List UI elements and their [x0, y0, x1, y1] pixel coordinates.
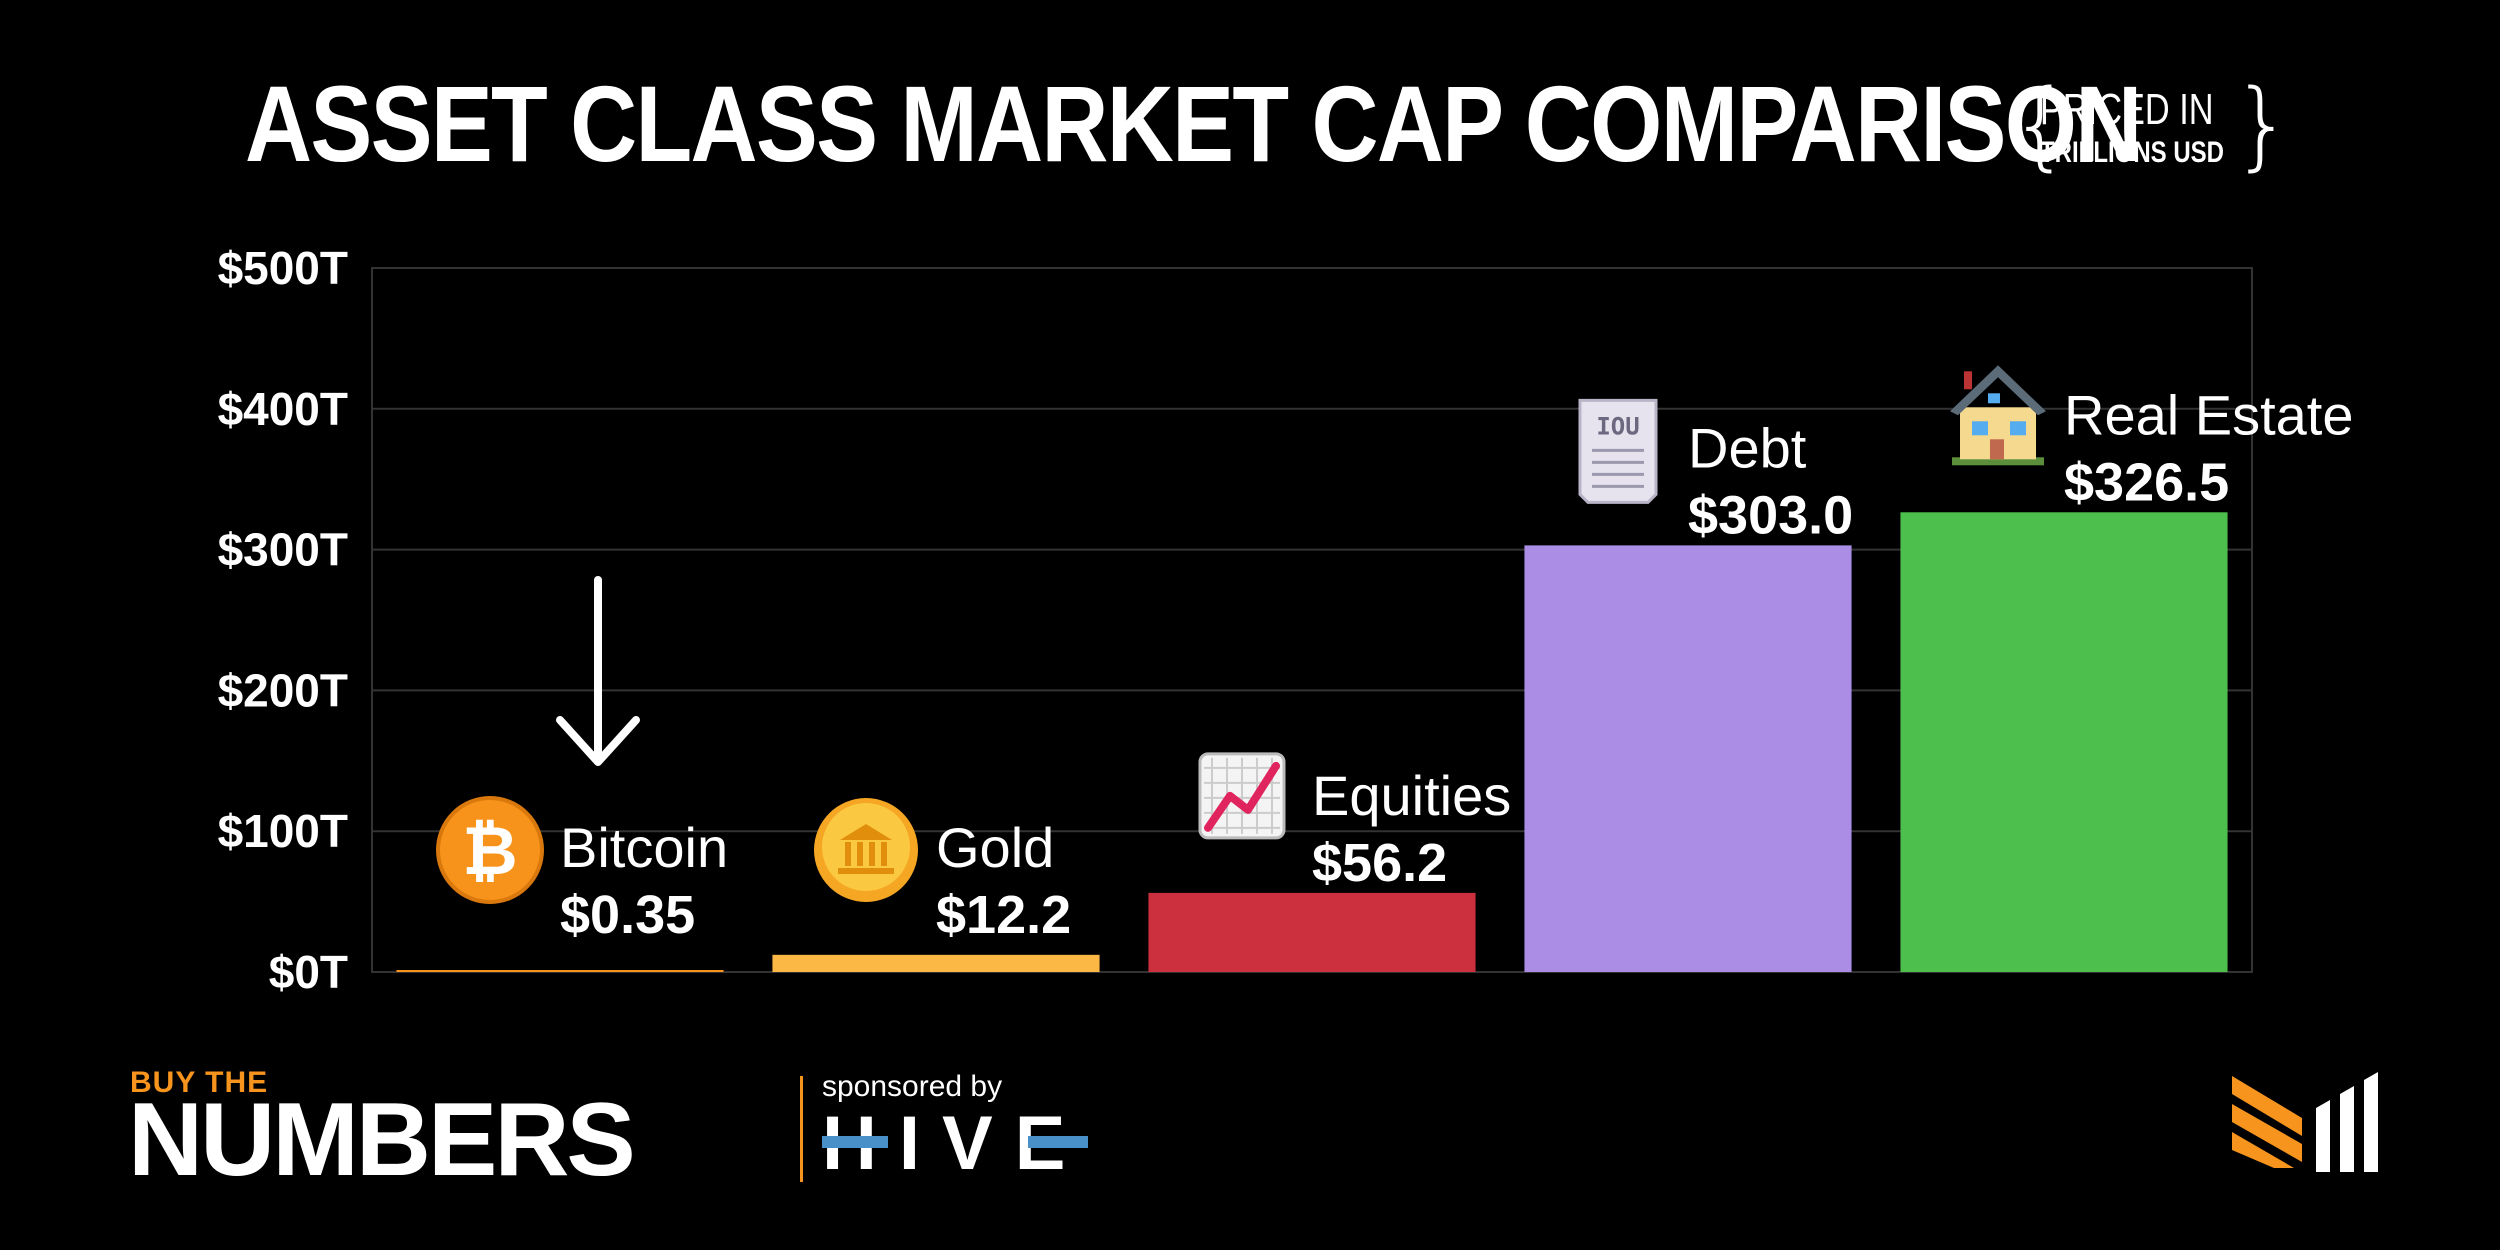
left-brace: { — [2010, 69, 2072, 181]
y-tick-label: $100T — [218, 805, 348, 857]
receipt-icon: IOU — [1578, 398, 1658, 504]
brand-divider — [800, 1076, 803, 1182]
house-icon — [1950, 365, 2046, 466]
bar-label-group: ₿ Bitcoin$0.35 — [436, 796, 728, 945]
bar — [396, 970, 724, 972]
value-label: $326.5 — [2064, 452, 2229, 512]
y-tick-label: $300T — [218, 524, 348, 576]
category-label: Real Estate — [2064, 383, 2354, 446]
bitcoin-icon: ₿ — [436, 796, 544, 904]
bar — [772, 954, 1100, 972]
hive-logo-stripes — [822, 1136, 1088, 1148]
bar-label-group: IOU Debt$303.0 — [1578, 398, 1853, 545]
category-label: Equities — [1312, 764, 1511, 827]
bars — [396, 512, 2228, 972]
chart-title: ASSET CLASS MARKET CAP COMPARISON — [245, 63, 2142, 184]
units-note: { PRICED IN TRILLIONS USD } — [2010, 69, 2293, 181]
y-tick-label: $0T — [269, 946, 348, 998]
bar-label-group: Gold$12.2 — [814, 798, 1071, 945]
value-label: $303.0 — [1688, 485, 1853, 545]
category-label: Bitcoin — [560, 816, 728, 879]
value-label: $12.2 — [936, 885, 1071, 945]
bar-label-group: Equities$56.2 — [1198, 752, 1511, 893]
value-label: $0.35 — [560, 885, 695, 945]
chart-increasing-icon — [1198, 752, 1286, 840]
bar-chart: $0T $100T $200T $300T $400T $500T ₿ Bitcoin$0.… — [218, 242, 2354, 998]
y-tick-label: $400T — [218, 383, 348, 435]
bar — [1524, 545, 1852, 972]
svg-text:IOU: IOU — [1596, 412, 1639, 440]
down-arrow-icon — [556, 576, 640, 766]
category-label: Debt — [1688, 416, 1807, 479]
bar-labels: ₿ Bitcoin$0.35 Gold$12.2 Equities$56.2 IOU De… — [436, 365, 2354, 945]
corner-logo-icon — [2232, 1072, 2378, 1172]
sponsored-by-text: sponsored by — [822, 1070, 1003, 1103]
coin-icon — [814, 798, 918, 902]
units-note-line2: TRILLIONS USD — [2040, 136, 2224, 169]
brand-buy-the: BUY THE — [130, 1066, 269, 1099]
brand-numbers-logo: NUMBERS — [128, 1082, 636, 1198]
bar-label-group: Real Estate$326.5 — [1950, 365, 2354, 512]
y-tick-label: $500T — [218, 242, 348, 294]
bar — [1900, 512, 2228, 972]
y-tick-label: $200T — [218, 664, 348, 716]
svg-text:₿: ₿ — [462, 812, 517, 891]
bar — [1148, 892, 1476, 972]
hive-logo: HIVE — [822, 1106, 1122, 1186]
brand-footer: BUY THE NUMBERS sponsored by HIVE — [128, 1066, 1108, 1192]
y-axis: $0T $100T $200T $300T $400T $500T — [218, 242, 348, 998]
category-label: Gold — [936, 816, 1054, 879]
value-label: $56.2 — [1312, 833, 1447, 893]
right-brace: } — [2232, 69, 2294, 181]
chart-header: ASSET CLASS MARKET CAP COMPARISON { PRIC… — [0, 60, 2500, 200]
units-note-line1: PRICED IN — [2040, 85, 2214, 134]
